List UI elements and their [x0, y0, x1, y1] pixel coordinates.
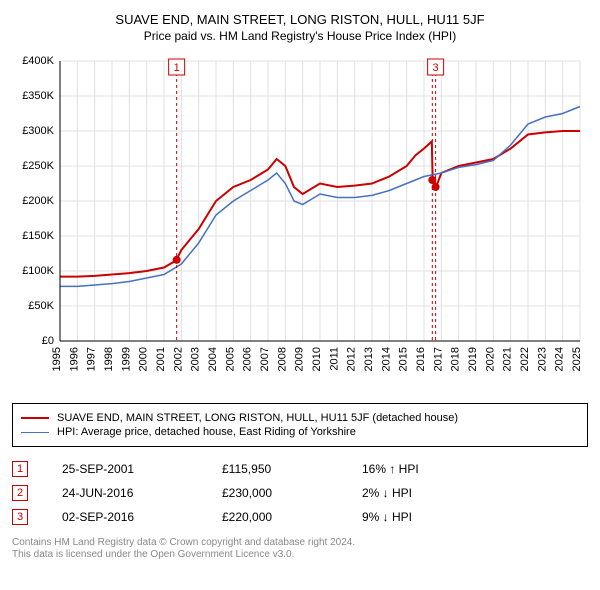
chart-title: SUAVE END, MAIN STREET, LONG RISTON, HUL… [12, 12, 588, 27]
xtick-label: 2004 [207, 347, 219, 371]
legend: SUAVE END, MAIN STREET, LONG RISTON, HUL… [12, 403, 588, 447]
chart-area: 1 3 £0 £50K £100K £150K £200K £250K £300K £350K £… [12, 51, 588, 391]
legend-label: HPI: Average price, detached house, East… [57, 426, 356, 438]
xtick-label: 2017 [432, 347, 444, 371]
sale-marker-num: 1 [174, 62, 180, 74]
ytick-label: £400K [22, 55, 54, 67]
sale-num-box: 3 [12, 509, 28, 525]
xtick-label: 2013 [363, 347, 375, 371]
sale-price: £220,000 [222, 505, 362, 529]
ytick-label: £200K [22, 195, 54, 207]
xtick-label: 2024 [554, 347, 566, 371]
legend-label: SUAVE END, MAIN STREET, LONG RISTON, HUL… [57, 412, 458, 424]
xtick-label: 2009 [294, 347, 306, 371]
sale-diff: 16% ↑ HPI [362, 457, 588, 481]
sale-price: £230,000 [222, 481, 362, 505]
footer-line-2: This data is licensed under the Open Gov… [12, 549, 588, 560]
ytick-label: £250K [22, 160, 54, 172]
xtick-label: 2011 [328, 347, 340, 371]
table-row: 1 25-SEP-2001£115,95016% ↑ HPI [12, 457, 588, 481]
xtick-label: 2018 [450, 347, 462, 371]
xtick-label: 1998 [103, 347, 115, 371]
xtick-label: 1995 [51, 347, 63, 371]
sale-marker-num: 3 [433, 62, 439, 74]
xtick-label: 2022 [519, 347, 531, 371]
legend-row: SUAVE END, MAIN STREET, LONG RISTON, HUL… [21, 412, 579, 424]
sale-diff: 2% ↓ HPI [362, 481, 588, 505]
xtick-label: 2000 [138, 347, 150, 371]
xtick-label: 2012 [346, 347, 358, 371]
sale-marker-dot [432, 183, 440, 191]
xtick-label: 2023 [536, 347, 548, 371]
xtick-label: 2010 [311, 347, 323, 371]
xtick-label: 2003 [190, 347, 202, 371]
ytick-label: £100K [22, 265, 54, 277]
ytick-label: £50K [28, 300, 54, 312]
footer-line-1: Contains HM Land Registry data © Crown c… [12, 537, 588, 548]
xtick-label: 1996 [68, 347, 80, 371]
sale-marker-dot [173, 256, 181, 264]
xtick-label: 2019 [467, 347, 479, 371]
sale-date: 02-SEP-2016 [62, 505, 222, 529]
xtick-label: 1999 [120, 347, 132, 371]
xtick-label: 2001 [155, 347, 167, 371]
xtick-label: 1997 [86, 347, 98, 371]
xtick-label: 2007 [259, 347, 271, 371]
xtick-label: 2016 [415, 347, 427, 371]
legend-row: HPI: Average price, detached house, East… [21, 426, 579, 438]
xtick-label: 2021 [502, 347, 514, 371]
sale-diff: 9% ↓ HPI [362, 505, 588, 529]
xtick-label: 2020 [484, 347, 496, 371]
legend-swatch [21, 432, 49, 433]
footer: Contains HM Land Registry data © Crown c… [12, 537, 588, 560]
ytick-label: £350K [22, 90, 54, 102]
table-row: 2 24-JUN-2016£230,0002% ↓ HPI [12, 481, 588, 505]
xtick-label: 2014 [380, 347, 392, 371]
ytick-label: £300K [22, 125, 54, 137]
sale-price: £115,950 [222, 457, 362, 481]
sale-date: 24-JUN-2016 [62, 481, 222, 505]
table-row: 3 02-SEP-2016£220,0009% ↓ HPI [12, 505, 588, 529]
ytick-label: £150K [22, 230, 54, 242]
sale-num-box: 2 [12, 485, 28, 501]
ytick-label: £0 [42, 335, 54, 347]
xtick-label: 2006 [242, 347, 254, 371]
chart-svg: 1 3 £0 £50K £100K £150K £200K £250K £300K £350K £… [12, 51, 588, 391]
xtick-label: 2002 [172, 347, 184, 371]
chart-subtitle: Price paid vs. HM Land Registry's House … [12, 29, 588, 43]
xtick-label: 2005 [224, 347, 236, 371]
xtick-label: 2025 [571, 347, 583, 371]
legend-swatch [21, 417, 49, 419]
xtick-label: 2015 [398, 347, 410, 371]
sales-table: 1 25-SEP-2001£115,95016% ↑ HPI 2 24-JUN-201… [12, 457, 588, 529]
xtick-label: 2008 [276, 347, 288, 371]
sale-num-box: 1 [12, 461, 28, 477]
sale-date: 25-SEP-2001 [62, 457, 222, 481]
